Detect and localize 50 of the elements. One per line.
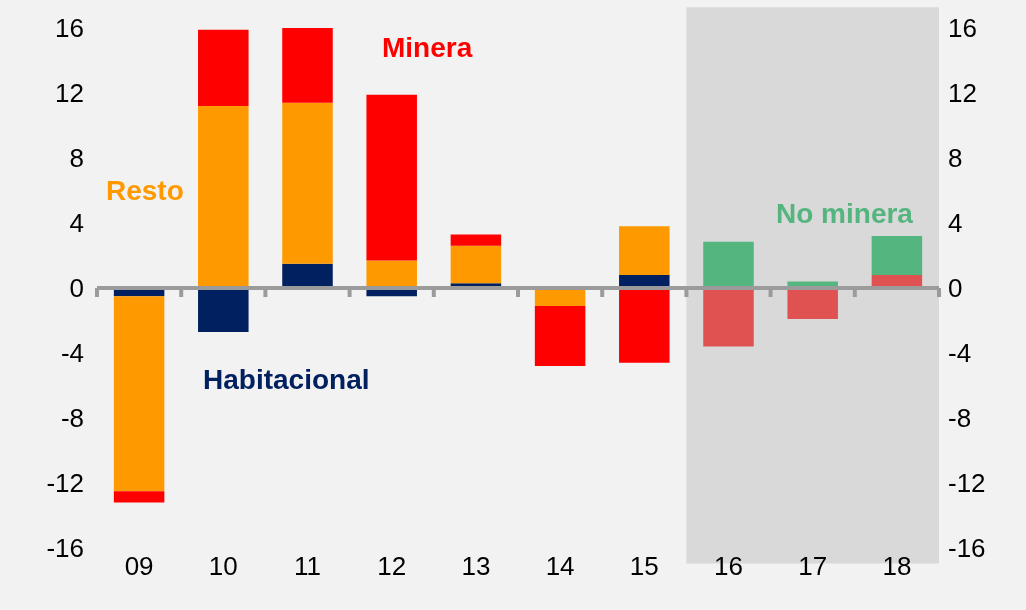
y2-tick-label: -4: [948, 338, 972, 369]
bar: [282, 102, 333, 264]
y2-tick-label: 4: [948, 208, 963, 239]
bar: [198, 288, 249, 332]
y2-tick-label: -16: [948, 533, 986, 564]
bar: [282, 263, 333, 288]
x-tick-label: 16: [714, 551, 743, 581]
y-tick-label: 12: [55, 78, 84, 109]
y-tick-label: -16: [46, 533, 84, 564]
bar: [703, 241, 754, 288]
series-label: Resto: [106, 175, 184, 206]
bar: [787, 288, 838, 319]
bar: [703, 288, 754, 347]
x-tick-label: 18: [882, 551, 912, 581]
bar: [619, 226, 670, 275]
bar: [366, 260, 417, 288]
bar: [198, 106, 249, 288]
y-tick-label: -12: [46, 468, 84, 499]
y-tick-label: 16: [55, 13, 84, 44]
y2-tick-label: -12: [948, 468, 986, 499]
x-tick-label: 09: [124, 551, 154, 581]
y-tick-label: 8: [69, 143, 84, 174]
bar: [450, 245, 502, 284]
bar: [450, 234, 502, 246]
series-label: Habitacional: [203, 364, 370, 395]
x-tick-label: 11: [294, 551, 321, 581]
bar: [366, 94, 417, 261]
bar: [619, 288, 670, 363]
bar: [534, 305, 586, 366]
x-tick-label: 13: [461, 551, 491, 581]
series-label: Minera: [382, 32, 473, 63]
y-tick-label: -4: [60, 338, 84, 369]
x-tick-label: 15: [629, 551, 659, 581]
bar: [871, 236, 923, 275]
y-tick-label: -8: [60, 403, 84, 434]
x-tick-label: 12: [377, 551, 407, 581]
y-tick-label: 0: [69, 273, 84, 304]
x-tick-label: 17: [798, 551, 828, 581]
x-tick-label: 14: [545, 551, 575, 581]
bar: [113, 296, 165, 492]
series-label: No minera: [776, 198, 914, 229]
y2-tick-label: 12: [948, 78, 977, 109]
y-tick-label: 4: [69, 208, 84, 239]
x-tick-label: 10: [208, 551, 238, 581]
bar: [113, 491, 165, 503]
y2-tick-label: -8: [948, 403, 972, 434]
bar: [198, 29, 249, 106]
y2-tick-label: 16: [948, 13, 977, 44]
y2-tick-label: 0: [948, 273, 963, 304]
y2-tick-label: 8: [948, 143, 963, 174]
